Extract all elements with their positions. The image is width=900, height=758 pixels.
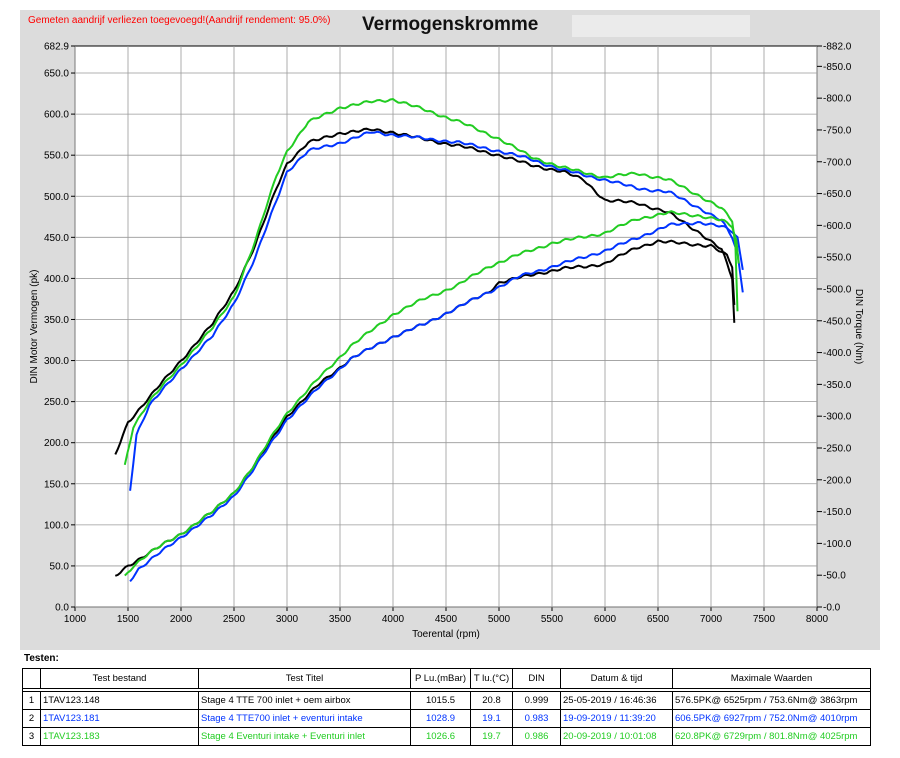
- y2-tick-label: -100.0: [823, 539, 852, 550]
- y-tick-label: 300.0: [44, 356, 69, 367]
- y-tick-label: 200.0: [44, 438, 69, 449]
- din-factor: 0.986: [512, 727, 561, 746]
- title-blank-box: [572, 15, 750, 37]
- column-header: T lu.(°C): [470, 668, 513, 689]
- x-tick-label: 2500: [223, 614, 246, 625]
- x-tick-label: 8000: [806, 614, 829, 625]
- power-line-3: [123, 97, 739, 466]
- x-tick-label: 6000: [594, 614, 617, 625]
- power-line-2: [129, 130, 744, 491]
- y2-tick-label: -750.0: [823, 125, 852, 136]
- x-tick-label: 3500: [329, 614, 352, 625]
- test-file: 1TAV123.148: [40, 691, 199, 710]
- y-tick-label: 350.0: [44, 315, 69, 326]
- air-pressure: 1028.9: [410, 709, 471, 728]
- y2-tick-label: -650.0: [823, 189, 852, 200]
- x-tick-label: 6500: [647, 614, 670, 625]
- din-factor: 0.983: [512, 709, 561, 728]
- torque-line-3: [124, 210, 740, 577]
- x-tick-label: 3000: [276, 614, 299, 625]
- y2-axis-title: DIN Torque (Nm): [853, 289, 864, 364]
- air-temperature: 19.7: [470, 727, 513, 746]
- y2-tick-label: -50.0: [823, 571, 846, 582]
- tests-label: Testen:: [24, 653, 59, 664]
- y-axis-title: DIN Motor Vermogen (pk): [29, 270, 40, 384]
- air-temperature: 19.1: [470, 709, 513, 728]
- y-tick-label: 682.9: [44, 42, 69, 53]
- y-tick-label: 550.0: [44, 151, 69, 162]
- y-tick-label: 0.0: [55, 603, 69, 614]
- test-title: Stage 4 Eventuri intake + Eventuri inlet: [198, 727, 411, 746]
- x-tick-label: 1000: [64, 614, 87, 625]
- y2-tick-label: -450.0: [823, 316, 852, 327]
- y2-tick-label: -350.0: [823, 380, 852, 391]
- x-tick-label: 4000: [382, 614, 405, 625]
- y2-tick-label: -700.0: [823, 157, 852, 168]
- y-tick-label: 650.0: [44, 69, 69, 80]
- y-tick-label: 150.0: [44, 479, 69, 490]
- x-tick-label: 1500: [117, 614, 140, 625]
- y-tick-label: 50.0: [50, 561, 70, 572]
- table-row[interactable]: 1 1TAV123.148 Stage 4 TTE 700 inlet + oe…: [22, 691, 871, 710]
- date-time: 25-05-2019 / 16:46:36: [560, 691, 673, 710]
- column-header: DIN: [512, 668, 561, 689]
- column-header: Test Titel: [198, 668, 411, 689]
- x-tick-label: 7500: [753, 614, 776, 625]
- y2-tick-label: -250.0: [823, 443, 852, 454]
- column-header: Maximale Waarden: [672, 668, 871, 689]
- y2-tick-label: -150.0: [823, 507, 852, 518]
- x-tick-label: 5000: [488, 614, 511, 625]
- column-header: P Lu.(mBar): [410, 668, 471, 689]
- y2-tick-label: -850.0: [823, 62, 852, 73]
- y-tick-label: 450.0: [44, 233, 69, 244]
- max-values: 576.5PK@ 6525rpm / 753.6Nm@ 3863rpm: [672, 691, 871, 710]
- test-file: 1TAV123.183: [40, 727, 199, 746]
- table-header-row: Test bestand Test Titel P Lu.(mBar) T lu…: [22, 668, 871, 689]
- test-title: Stage 4 TTE 700 inlet + oem airbox: [198, 691, 411, 710]
- x-tick-label: 4500: [435, 614, 458, 625]
- chart-title: Vermogenskromme: [362, 14, 539, 35]
- air-pressure: 1026.6: [410, 727, 471, 746]
- y2-tick-label: -882.0: [823, 42, 852, 53]
- y-tick-label: 600.0: [44, 110, 69, 121]
- test-title: Stage 4 TTE700 inlet + eventuri intake: [198, 709, 411, 728]
- y2-tick-label: -550.0: [823, 253, 852, 264]
- air-pressure: 1015.5: [410, 691, 471, 710]
- y2-tick-label: -300.0: [823, 412, 852, 423]
- din-factor: 0.999: [512, 691, 561, 710]
- y-tick-label: 500.0: [44, 192, 69, 203]
- y2-tick-label: -800.0: [823, 94, 852, 105]
- power-torque-chart: 1000 1500 2000 2500 3000 3500 4000 4500 5000 5500…: [29, 42, 864, 641]
- max-values: 620.8PK@ 6729rpm / 801.8Nm@ 4025rpm: [672, 727, 871, 746]
- y2-tick-label: -600.0: [823, 221, 852, 232]
- x-tick-label: 5500: [541, 614, 564, 625]
- tests-table: Test bestand Test Titel P Lu.(mBar) T lu…: [22, 668, 871, 746]
- date-time: 20-09-2019 / 10:01:08: [560, 727, 673, 746]
- y2-tick-label: -200.0: [823, 475, 852, 486]
- air-temperature: 20.8: [470, 691, 513, 710]
- x-tick-label: 2000: [170, 614, 193, 625]
- table-row[interactable]: 2 1TAV123.181 Stage 4 TTE700 inlet + eve…: [22, 709, 871, 728]
- y-tick-label: 400.0: [44, 274, 69, 285]
- table-row[interactable]: 3 1TAV123.183 Stage 4 Eventuri intake + …: [22, 727, 871, 746]
- row-index: 3: [22, 727, 41, 746]
- column-header: Datum & tijd: [560, 668, 673, 689]
- test-file: 1TAV123.181: [40, 709, 199, 728]
- column-header: Test bestand: [40, 668, 199, 689]
- y-tick-label: 100.0: [44, 520, 69, 531]
- row-index: 2: [22, 709, 41, 728]
- y2-tick-label: -400.0: [823, 348, 852, 359]
- y2-tick-label: -0.0: [823, 603, 841, 614]
- x-axis-title: Toerental (rpm): [412, 629, 480, 640]
- chart-panel: 1000 1500 2000 2500 3000 3500 4000 4500 5000 5500…: [20, 10, 880, 650]
- row-index: 1: [22, 691, 41, 710]
- y2-tick-label: -500.0: [823, 284, 852, 295]
- column-header-index: [22, 668, 41, 689]
- torque-line-2: [129, 220, 744, 583]
- drivetrain-loss-note: Gemeten aandrijf verliezen toegevoegd!(A…: [28, 15, 331, 26]
- x-tick-label: 7000: [700, 614, 723, 625]
- max-values: 606.5PK@ 6927rpm / 752.0Nm@ 4010rpm: [672, 709, 871, 728]
- y-tick-label: 250.0: [44, 397, 69, 408]
- date-time: 19-09-2019 / 11:39:20: [560, 709, 673, 728]
